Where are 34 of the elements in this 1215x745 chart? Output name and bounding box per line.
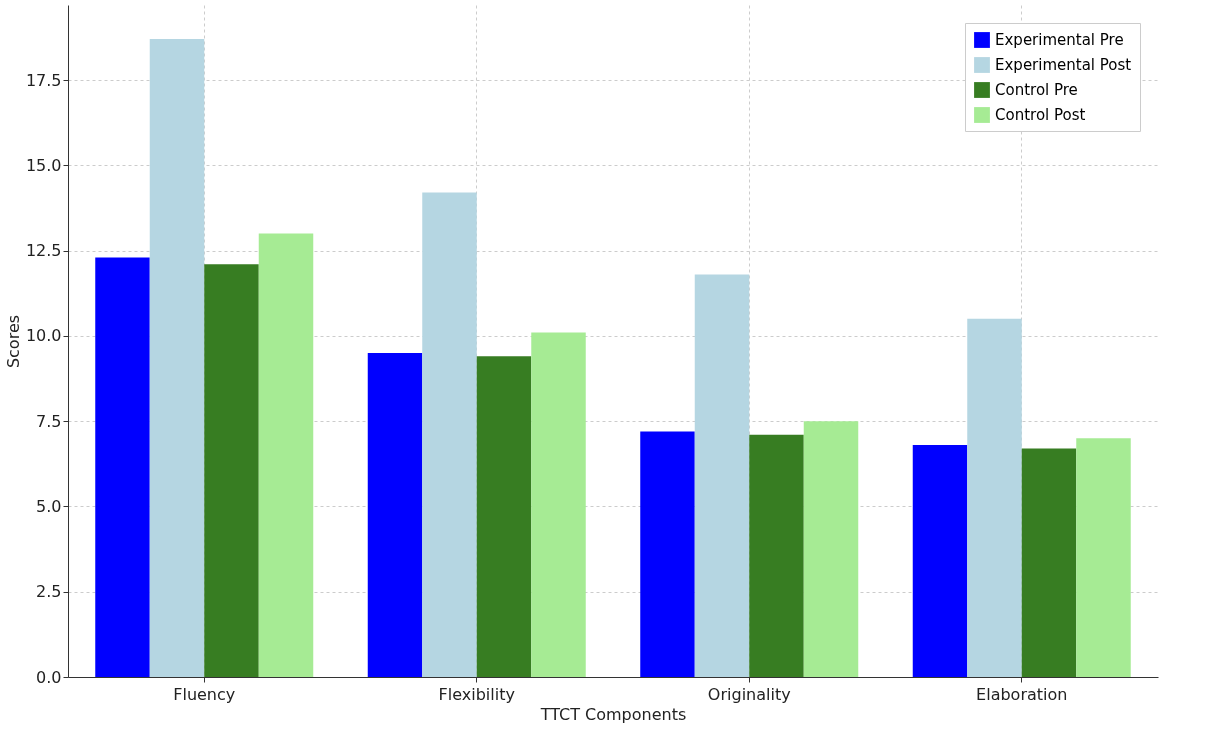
y-tick-label: 7.5: [36, 411, 62, 431]
legend-label: Control Post: [995, 106, 1086, 124]
bar: [204, 264, 259, 677]
bar: [95, 257, 150, 677]
bar: [422, 192, 477, 677]
x-tick-label: Originality: [707, 684, 791, 704]
y-tick-label: 5.0: [36, 496, 62, 516]
bar: [967, 318, 1022, 677]
bar: [640, 431, 695, 677]
y-axis-title: Scores: [3, 314, 23, 369]
legend-label: Experimental Post: [995, 56, 1132, 74]
y-tick-label: 10.0: [25, 326, 62, 346]
x-tick-label: Flexibility: [438, 684, 515, 704]
bar: [912, 445, 968, 677]
bar: [803, 421, 859, 677]
bar: [694, 274, 750, 677]
bar: [1021, 448, 1077, 677]
y-tick-label: 2.5: [36, 582, 62, 602]
bar: [367, 352, 423, 677]
y-tick-label: 12.5: [25, 241, 62, 261]
bar: [476, 356, 532, 677]
bar: [531, 332, 586, 677]
y-tick-label: 0.0: [36, 667, 62, 687]
legend-label: Control Pre: [995, 81, 1078, 99]
x-tick-label: Elaboration: [976, 684, 1068, 704]
bar: [1076, 438, 1131, 677]
bar: [149, 39, 205, 677]
y-tick-label: 17.5: [25, 70, 62, 90]
bar: [749, 434, 804, 677]
bar: [258, 233, 314, 677]
x-tick-label: Fluency: [173, 684, 236, 704]
x-axis-title: TTCT Components: [539, 704, 687, 724]
y-tick-label: 15.0: [25, 155, 62, 175]
legend-label: Experimental Pre: [995, 31, 1124, 49]
